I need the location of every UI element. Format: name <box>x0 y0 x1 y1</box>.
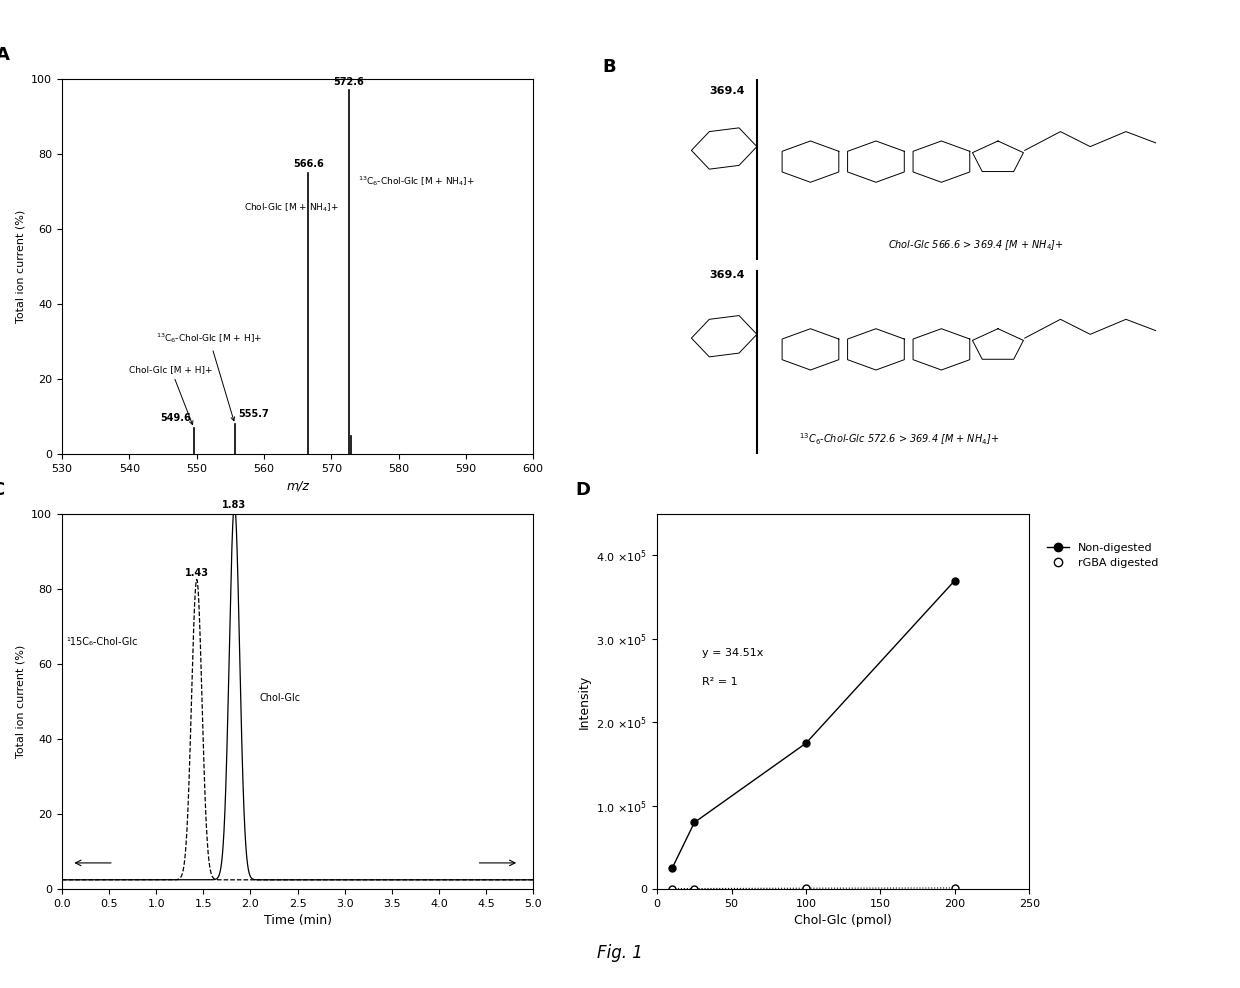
X-axis label: Time (min): Time (min) <box>264 915 331 928</box>
Text: 549.6: 549.6 <box>160 413 191 423</box>
Text: D: D <box>575 481 590 499</box>
Text: 369.4: 369.4 <box>709 270 745 280</box>
Text: 572.6: 572.6 <box>334 76 365 87</box>
Text: Chol-Glc 566.6 > 369.4 [M + NH$_4$]+: Chol-Glc 566.6 > 369.4 [M + NH$_4$]+ <box>888 238 1064 252</box>
Text: 1.43: 1.43 <box>185 567 208 578</box>
Text: ¹15C₆-Chol-Glc: ¹15C₆-Chol-Glc <box>67 637 138 647</box>
Text: Chol-Glc [M + NH$_4$]+: Chol-Glc [M + NH$_4$]+ <box>244 202 339 214</box>
Text: Fig. 1: Fig. 1 <box>598 945 642 962</box>
Text: 1.83: 1.83 <box>222 500 247 510</box>
Text: $^{13}$C$_6$-Chol-Glc [M + H]+: $^{13}$C$_6$-Chol-Glc [M + H]+ <box>156 331 263 421</box>
Text: Chol-Glc [M + H]+: Chol-Glc [M + H]+ <box>129 365 213 425</box>
X-axis label: Chol-Glc (pmol): Chol-Glc (pmol) <box>795 915 892 928</box>
Text: Chol-Glc: Chol-Glc <box>260 694 301 703</box>
Text: 555.7: 555.7 <box>238 409 269 419</box>
Text: C: C <box>0 481 5 499</box>
Y-axis label: Total ion current (%): Total ion current (%) <box>16 645 26 758</box>
Text: 566.6: 566.6 <box>293 159 324 169</box>
Text: $^{13}$C$_6$-Chol-Glc 572.6 > 369.4 [M + NH$_4$]+: $^{13}$C$_6$-Chol-Glc 572.6 > 369.4 [M +… <box>799 432 998 448</box>
Text: A: A <box>0 46 10 64</box>
X-axis label: m/z: m/z <box>286 480 309 493</box>
Text: B: B <box>603 57 616 75</box>
Y-axis label: Intensity: Intensity <box>578 675 591 728</box>
Y-axis label: Total ion current (%): Total ion current (%) <box>16 210 26 323</box>
Legend: Non-digested, rGBA digested: Non-digested, rGBA digested <box>1042 538 1163 572</box>
Text: y = 34.51x: y = 34.51x <box>702 647 763 658</box>
Text: R² = 1: R² = 1 <box>702 677 738 687</box>
Text: 369.4: 369.4 <box>709 86 745 96</box>
Text: $^{13}$C$_6$-Chol-Glc [M + NH$_4$]+: $^{13}$C$_6$-Chol-Glc [M + NH$_4$]+ <box>358 174 475 188</box>
